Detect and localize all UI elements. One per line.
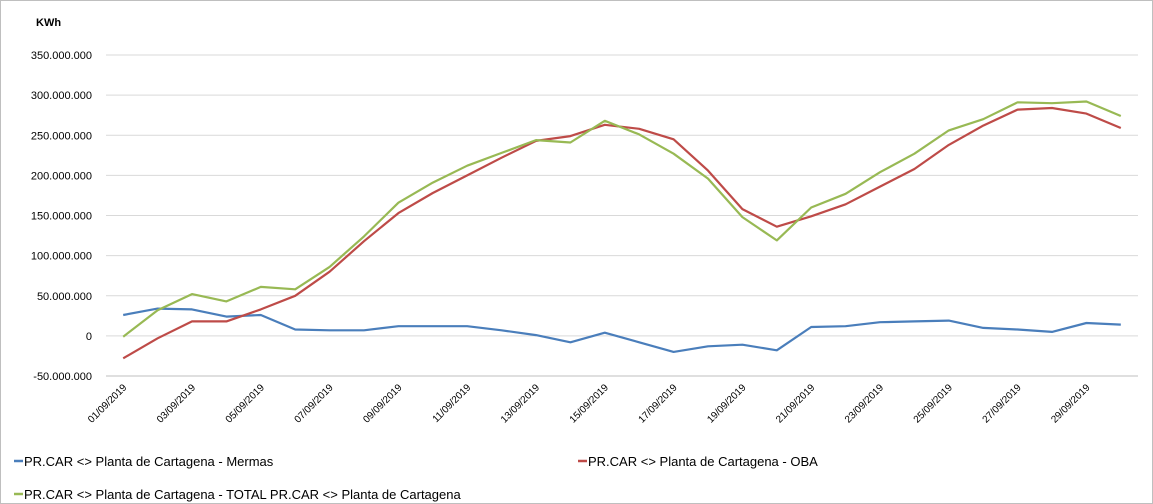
- legend-label: PR.CAR <> Planta de Cartagena - OBA: [588, 454, 818, 469]
- y-tick-label: 100.000.000: [31, 251, 92, 263]
- line-series: [122, 307, 1121, 353]
- y-tick-label: 200.000.000: [31, 170, 92, 182]
- y-tick-label: 50.000.000: [37, 291, 92, 303]
- y-tick-label: 300.000.000: [31, 90, 92, 102]
- y-tick-label: 150.000.000: [31, 211, 92, 223]
- line-series: [122, 100, 1122, 338]
- y-tick-label: 350.000.000: [31, 50, 92, 62]
- y-tick-label: 250.000.000: [31, 130, 92, 142]
- y-axis-label: KWh: [36, 17, 61, 29]
- y-tick-label: 0: [86, 331, 92, 343]
- y-tick-label: -50.000.000: [33, 371, 92, 383]
- legend-label: PR.CAR <> Planta de Cartagena - Mermas: [24, 454, 274, 469]
- legend-label: PR.CAR <> Planta de Cartagena - TOTAL PR…: [24, 487, 461, 502]
